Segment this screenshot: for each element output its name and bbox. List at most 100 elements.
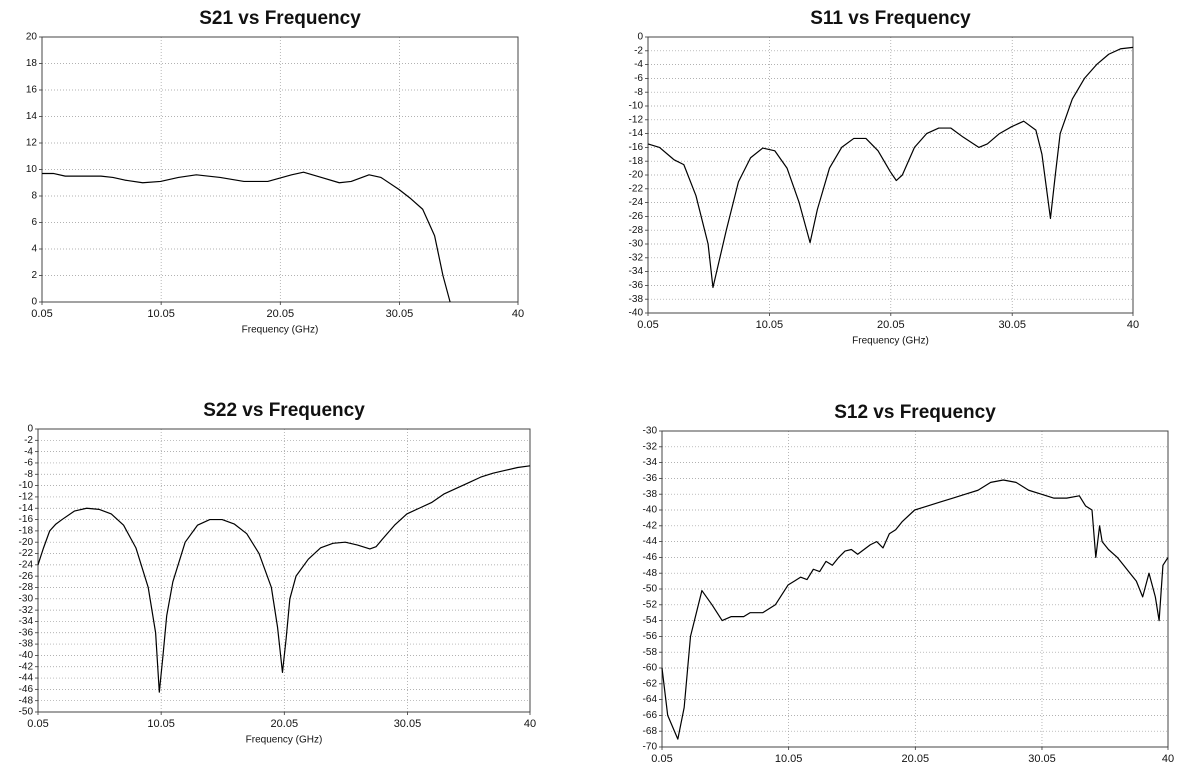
y-tick-label: -38 [19, 639, 34, 650]
x-tick-label: 40 [512, 308, 524, 320]
plot-border [661, 430, 1169, 748]
y-tick-label: -22 [19, 548, 34, 559]
x-axis-label: Frequency (GHz) [246, 735, 323, 746]
y-tick-label: -62 [643, 678, 658, 689]
y-tick-label: -16 [19, 514, 34, 525]
y-tick-label: 16 [26, 85, 38, 96]
y-tick-label: 0 [31, 297, 37, 308]
y-tick-label: -8 [24, 469, 33, 480]
y-tick-label: -22 [629, 183, 644, 194]
y-tick-label: -18 [629, 156, 644, 167]
y-tick-label: 0 [27, 424, 33, 435]
y-tick-label: -28 [19, 582, 34, 593]
y-tick-label: -48 [19, 695, 34, 706]
y-tick-label: -30 [19, 593, 34, 604]
y-tick-label: 12 [26, 138, 38, 149]
y-tick-label: -10 [629, 101, 644, 112]
y-tick-label: 4 [31, 244, 37, 255]
y-tick-label: -6 [634, 73, 643, 84]
y-tick-label: -68 [643, 726, 658, 737]
chart-title: S21 vs Frequency [199, 8, 361, 29]
y-tick-label: -36 [643, 473, 658, 484]
y-tick-label: -18 [19, 526, 34, 537]
y-tick-label: -8 [634, 87, 643, 98]
plot-border [41, 36, 519, 303]
y-tick-label: -24 [19, 559, 34, 570]
y-tick-label: -44 [643, 536, 658, 547]
y-tick-label: 8 [31, 191, 37, 202]
y-tick-label: -30 [643, 426, 658, 437]
x-tick-label: 30.05 [998, 319, 1026, 331]
y-tick-label: -28 [629, 225, 644, 236]
y-tick-label: -24 [629, 197, 644, 208]
x-tick-label: 40 [524, 718, 536, 730]
y-tick-label: -34 [643, 457, 658, 468]
y-tick-label: -2 [24, 435, 33, 446]
x-tick-label: 0.05 [637, 319, 658, 331]
y-tick-label: -52 [643, 599, 658, 610]
y-tick-label: -40 [629, 308, 644, 319]
y-tick-label: -4 [24, 446, 33, 457]
x-tick-label: 0.05 [27, 718, 48, 730]
y-tick-label: -60 [643, 663, 658, 674]
y-tick-label: -12 [19, 492, 34, 503]
y-tick-label: -14 [19, 503, 34, 514]
y-tick-label: -34 [629, 266, 644, 277]
y-tick-label: 20 [26, 32, 38, 43]
y-tick-label: 18 [26, 58, 38, 69]
y-tick-label: -40 [19, 650, 34, 661]
chart-title: S12 vs Frequency [834, 402, 996, 423]
x-tick-label: 0.05 [651, 753, 672, 765]
chart-title: S22 vs Frequency [203, 400, 365, 421]
y-tick-label: -32 [19, 605, 34, 616]
x-tick-label: 0.05 [31, 308, 52, 320]
x-tick-label: 30.05 [1028, 753, 1056, 765]
y-tick-label: -50 [19, 707, 34, 718]
chart-title: S11 vs Frequency [810, 8, 971, 29]
y-tick-label: -48 [643, 568, 658, 579]
y-tick-label: -58 [643, 647, 658, 658]
y-tick-label: 6 [31, 217, 37, 228]
y-tick-label: 2 [31, 270, 37, 281]
x-tick-label: 20.05 [271, 718, 299, 730]
data-line [37, 465, 531, 693]
y-tick-label: -6 [24, 458, 33, 469]
y-tick-label: -30 [629, 239, 644, 250]
y-tick-label: -26 [629, 211, 644, 222]
y-tick-label: -10 [19, 480, 34, 491]
y-tick-label: -56 [643, 631, 658, 642]
y-tick-label: -14 [629, 128, 644, 139]
y-tick-label: -32 [629, 252, 644, 263]
x-tick-label: 10.05 [147, 308, 175, 320]
y-tick-label: -34 [19, 616, 34, 627]
x-tick-label: 40 [1127, 319, 1139, 331]
y-tick-label: -50 [643, 584, 658, 595]
x-axis-label: Frequency (GHz) [852, 336, 929, 347]
y-tick-label: -26 [19, 571, 34, 582]
x-tick-label: 20.05 [877, 319, 905, 331]
data-line [42, 171, 451, 303]
y-tick-label: -46 [643, 552, 658, 563]
data-line [661, 479, 1169, 740]
plot-border [37, 428, 531, 713]
y-tick-label: -44 [19, 673, 34, 684]
y-tick-label: -40 [643, 505, 658, 516]
x-tick-label: 20.05 [267, 308, 295, 320]
y-tick-label: -42 [643, 520, 658, 531]
y-tick-label: -4 [634, 59, 643, 70]
plot-border [647, 36, 1134, 314]
y-tick-label: -42 [19, 661, 34, 672]
x-tick-label: 10.05 [756, 319, 784, 331]
y-tick-label: -38 [629, 294, 644, 305]
y-tick-label: -20 [629, 170, 644, 181]
y-tick-label: -64 [643, 694, 658, 705]
y-tick-label: -36 [629, 280, 644, 291]
x-tick-label: 40 [1162, 753, 1174, 765]
y-tick-label: -54 [643, 615, 658, 626]
y-tick-label: -20 [19, 537, 34, 548]
data-line [647, 46, 1134, 289]
x-tick-label: 30.05 [394, 718, 422, 730]
y-tick-label: -70 [643, 742, 658, 753]
y-tick-label: -32 [643, 441, 658, 452]
